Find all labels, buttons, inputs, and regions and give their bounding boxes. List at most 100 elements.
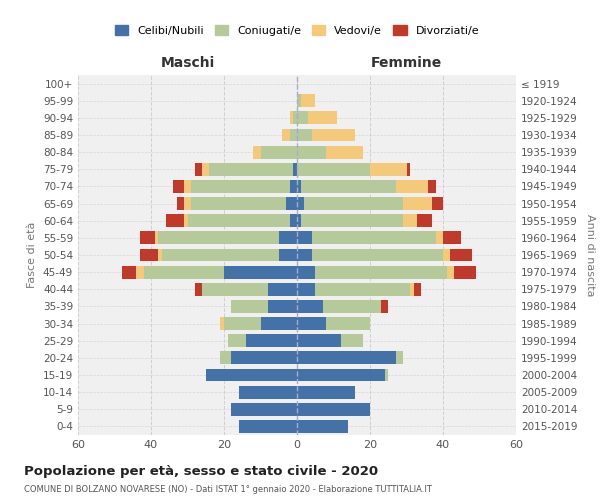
Bar	[446, 266, 454, 278]
Bar	[268, 300, 297, 313]
Bar	[140, 248, 158, 262]
Bar	[144, 266, 224, 278]
Bar	[122, 266, 136, 278]
Bar	[202, 163, 209, 175]
Bar	[381, 300, 388, 313]
Bar	[454, 266, 476, 278]
Bar	[308, 112, 337, 124]
Bar	[395, 352, 403, 364]
Bar	[403, 197, 432, 210]
Bar	[311, 232, 436, 244]
Bar	[323, 300, 381, 313]
Bar	[162, 248, 279, 262]
Bar	[418, 214, 432, 227]
Bar	[297, 368, 385, 382]
Bar	[407, 163, 410, 175]
Bar	[232, 352, 297, 364]
Bar	[220, 317, 224, 330]
Bar	[224, 266, 297, 278]
Bar	[297, 180, 301, 193]
Text: COMUNE DI BOLZANO NOVARESE (NO) - Dati ISTAT 1° gennaio 2020 - Elaborazione TUTT: COMUNE DI BOLZANO NOVARESE (NO) - Dati I…	[24, 485, 432, 494]
Bar	[297, 334, 341, 347]
Bar	[370, 163, 407, 175]
Bar	[385, 368, 388, 382]
Bar	[290, 180, 297, 193]
Bar	[158, 232, 279, 244]
Bar	[155, 232, 158, 244]
Bar	[239, 420, 297, 433]
Bar	[290, 128, 297, 141]
Bar	[268, 283, 297, 296]
Bar	[246, 334, 297, 347]
Bar	[209, 163, 293, 175]
Y-axis label: Fasce di età: Fasce di età	[28, 222, 37, 288]
Bar	[297, 420, 348, 433]
Bar	[297, 232, 311, 244]
Bar	[432, 197, 443, 210]
Bar	[293, 163, 297, 175]
Bar	[297, 283, 315, 296]
Bar	[395, 180, 428, 193]
Bar	[158, 248, 162, 262]
Bar	[136, 266, 144, 278]
Bar	[297, 266, 315, 278]
Bar	[283, 128, 290, 141]
Bar	[315, 283, 410, 296]
Bar	[315, 266, 446, 278]
Text: Popolazione per età, sesso e stato civile - 2020: Popolazione per età, sesso e stato civil…	[24, 465, 378, 478]
Bar	[279, 248, 297, 262]
Bar	[311, 128, 355, 141]
Bar	[176, 197, 184, 210]
Y-axis label: Anni di nascita: Anni di nascita	[584, 214, 595, 296]
Bar	[297, 214, 301, 227]
Bar	[326, 317, 370, 330]
Bar	[297, 146, 326, 158]
Bar	[297, 317, 326, 330]
Bar	[232, 403, 297, 415]
Bar	[232, 300, 268, 313]
Text: Femmine: Femmine	[371, 56, 442, 70]
Bar	[191, 197, 286, 210]
Bar	[195, 283, 202, 296]
Bar	[260, 317, 297, 330]
Bar	[140, 232, 155, 244]
Bar	[297, 128, 311, 141]
Bar	[297, 300, 323, 313]
Bar	[290, 214, 297, 227]
Bar	[220, 352, 232, 364]
Bar	[187, 214, 290, 227]
Bar	[239, 386, 297, 398]
Bar	[195, 163, 202, 175]
Bar	[286, 197, 297, 210]
Bar	[297, 403, 370, 415]
Bar	[311, 248, 443, 262]
Bar	[301, 214, 403, 227]
Bar	[436, 232, 443, 244]
Bar	[297, 94, 301, 107]
Bar	[206, 368, 297, 382]
Bar	[293, 112, 297, 124]
Legend: Celibi/Nubili, Coniugati/e, Vedovi/e, Divorziati/e: Celibi/Nubili, Coniugati/e, Vedovi/e, Di…	[110, 21, 484, 40]
Bar	[443, 248, 450, 262]
Bar	[304, 197, 403, 210]
Text: Maschi: Maschi	[160, 56, 215, 70]
Bar	[166, 214, 184, 227]
Bar	[202, 283, 268, 296]
Bar	[301, 94, 315, 107]
Bar	[184, 214, 187, 227]
Bar	[301, 180, 395, 193]
Bar	[414, 283, 421, 296]
Bar	[428, 180, 436, 193]
Bar	[290, 112, 293, 124]
Bar	[297, 352, 395, 364]
Bar	[184, 197, 191, 210]
Bar	[410, 283, 414, 296]
Bar	[297, 386, 355, 398]
Bar	[450, 248, 472, 262]
Bar	[443, 232, 461, 244]
Bar	[297, 248, 311, 262]
Bar	[297, 163, 370, 175]
Bar	[173, 180, 184, 193]
Bar	[297, 112, 308, 124]
Bar	[341, 334, 362, 347]
